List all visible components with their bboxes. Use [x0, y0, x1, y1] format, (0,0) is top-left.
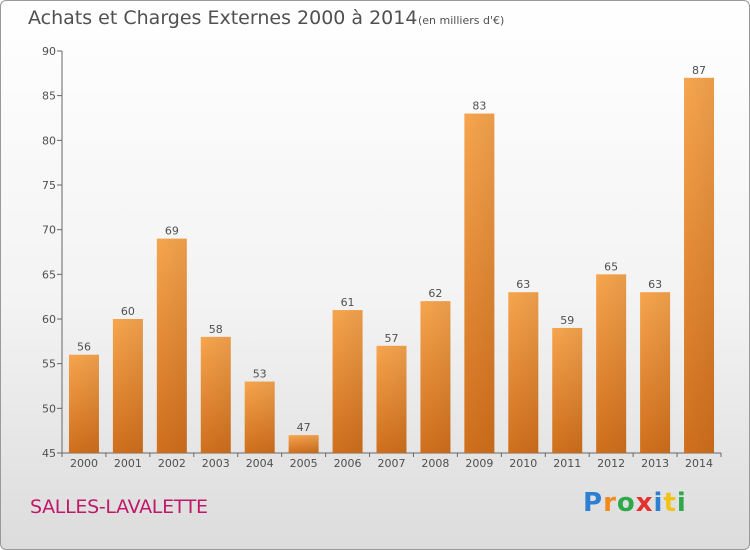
bar-shade-2001 — [112, 319, 143, 453]
x-tick-label-2001: 2001 — [114, 457, 142, 470]
data-label-2006: 61 — [341, 296, 355, 309]
data-label-2007: 57 — [385, 332, 399, 345]
proxiti-logo[interactable]: Proxiti — [583, 488, 687, 518]
bar-shade-2005 — [288, 435, 319, 453]
logo-letter: t — [663, 488, 677, 518]
x-tick-label-2005: 2005 — [290, 457, 318, 470]
x-tick-label-2002: 2002 — [158, 457, 186, 470]
bar-shade-2003 — [200, 336, 231, 453]
logo-letter: o — [616, 488, 636, 518]
data-label-2005: 47 — [297, 421, 311, 434]
y-tick-label: 45 — [42, 447, 56, 460]
data-label-2002: 69 — [165, 225, 179, 238]
data-label-2004: 53 — [253, 368, 267, 381]
y-tick-label: 70 — [42, 224, 56, 237]
bar-shade-2009 — [464, 113, 495, 454]
data-label-2010: 63 — [516, 278, 530, 291]
data-label-2000: 56 — [77, 341, 91, 354]
bar-shade-2004 — [244, 381, 275, 453]
y-tick-label: 55 — [42, 358, 56, 371]
x-tick-label-2007: 2007 — [378, 457, 406, 470]
bar-shade-2008 — [420, 301, 451, 453]
x-tick-label-2006: 2006 — [334, 457, 362, 470]
logo-letter: r — [603, 488, 617, 518]
data-label-2009: 83 — [472, 100, 486, 113]
logo-letter: i — [676, 488, 687, 518]
bar-shade-2007 — [376, 345, 407, 453]
data-label-2012: 65 — [604, 260, 618, 273]
bar-shade-2014 — [684, 77, 715, 454]
x-tick-label-2013: 2013 — [641, 457, 669, 470]
data-labels: 56 60 69 58 53 47 61 57 62 83 63 59 65 63 87 — [77, 64, 706, 434]
x-tick-label-2012: 2012 — [597, 457, 625, 470]
x-tick-label-2009: 2009 — [465, 457, 493, 470]
x-tick-label-2000: 2000 — [70, 457, 98, 470]
bar-shade-2012 — [596, 274, 627, 453]
data-label-2013: 63 — [648, 278, 662, 291]
x-tick-label-2010: 2010 — [509, 457, 537, 470]
chart-unit: (en milliers d'€) — [418, 14, 505, 27]
x-tick-label-2004: 2004 — [246, 457, 274, 470]
y-tick-label: 85 — [42, 90, 56, 103]
bar-shade-2000 — [68, 354, 99, 453]
bar-shade-2002 — [156, 238, 187, 453]
logo-letter: P — [583, 488, 604, 518]
commune-name: SALLES-LAVALETTE — [30, 496, 208, 518]
chart-title: Achats et Charges Externes 2000 à 2014 — [28, 7, 418, 29]
x-tick-label-2008: 2008 — [421, 457, 449, 470]
data-label-2003: 58 — [209, 323, 223, 336]
data-label-2008: 62 — [428, 287, 442, 300]
x-tick-label-2011: 2011 — [553, 457, 581, 470]
y-tick-label: 60 — [42, 313, 56, 326]
data-label-2001: 60 — [121, 305, 135, 318]
bar-shade-2010 — [508, 292, 539, 453]
y-tick-label: 50 — [42, 402, 56, 415]
x-tick-label-2014: 2014 — [685, 457, 713, 470]
y-tick-label: 65 — [42, 268, 56, 281]
bar-shade-2011 — [552, 327, 583, 453]
y-tick-label: 80 — [42, 134, 56, 147]
data-label-2011: 59 — [560, 314, 574, 327]
y-tick-label: 90 — [42, 45, 56, 58]
bar-shade-2013 — [640, 292, 671, 453]
logo-letter: x — [635, 488, 654, 518]
y-tick-label: 75 — [42, 179, 56, 192]
bars — [68, 77, 715, 454]
bar-shade-2006 — [332, 310, 363, 453]
x-tick-label-2003: 2003 — [202, 457, 230, 470]
logo-letter: i — [653, 488, 664, 518]
data-label-2014: 87 — [692, 64, 706, 77]
